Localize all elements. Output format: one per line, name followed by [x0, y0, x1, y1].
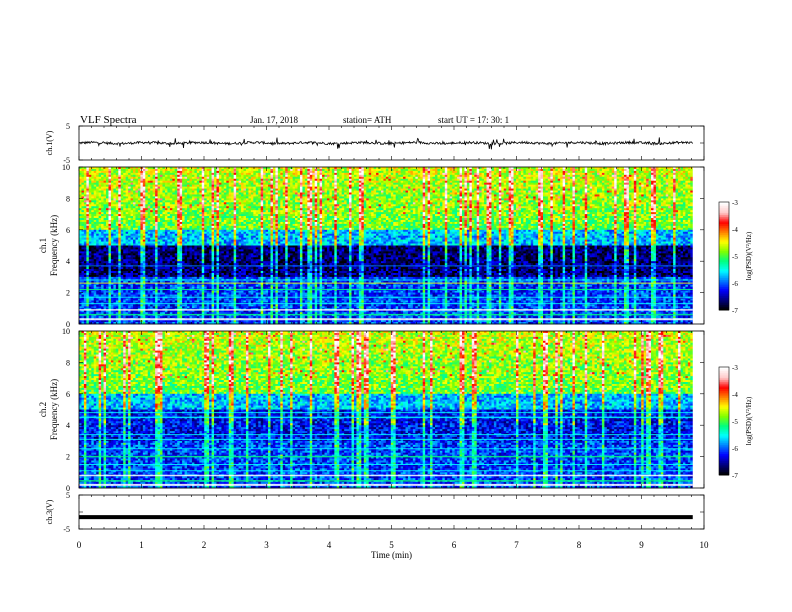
figure-title: VLF Spectra: [80, 114, 137, 126]
station-label: station= ATH: [343, 115, 392, 125]
ch1-waveform-panel: 5-5ch.1(V): [45, 122, 704, 165]
ch1-trace: [79, 137, 693, 149]
start-ut-label: start UT = 17: 30: 1: [438, 115, 509, 125]
ch1-ylabel: ch.1(V): [45, 130, 54, 155]
date-label: Jan. 17, 2018: [250, 115, 298, 125]
ch1-ytick: 5: [66, 122, 70, 131]
